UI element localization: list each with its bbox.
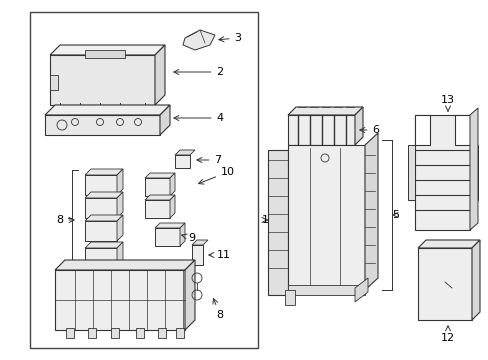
- Polygon shape: [117, 169, 123, 195]
- Polygon shape: [407, 145, 414, 200]
- Polygon shape: [85, 198, 117, 218]
- Polygon shape: [117, 215, 123, 241]
- Polygon shape: [136, 328, 143, 338]
- Polygon shape: [414, 115, 469, 230]
- Text: 11: 11: [208, 250, 230, 260]
- Polygon shape: [55, 260, 195, 270]
- Text: 9: 9: [182, 233, 195, 243]
- Polygon shape: [183, 30, 215, 50]
- Polygon shape: [354, 107, 362, 145]
- Polygon shape: [175, 150, 195, 155]
- Text: 10: 10: [198, 167, 235, 184]
- Polygon shape: [267, 150, 287, 295]
- Polygon shape: [117, 242, 123, 268]
- Polygon shape: [354, 278, 367, 302]
- Polygon shape: [364, 133, 377, 290]
- Polygon shape: [66, 328, 74, 338]
- Text: 6: 6: [359, 125, 379, 135]
- Polygon shape: [176, 328, 183, 338]
- Polygon shape: [285, 290, 294, 305]
- Polygon shape: [469, 108, 477, 230]
- Polygon shape: [88, 328, 96, 338]
- Text: 8: 8: [56, 215, 74, 225]
- Polygon shape: [50, 55, 155, 105]
- Polygon shape: [50, 45, 164, 55]
- Polygon shape: [117, 192, 123, 218]
- Polygon shape: [111, 328, 119, 338]
- Polygon shape: [469, 145, 477, 200]
- Text: 1: 1: [261, 215, 268, 225]
- Text: 2: 2: [174, 67, 223, 77]
- Polygon shape: [417, 240, 479, 248]
- Polygon shape: [85, 50, 125, 58]
- Polygon shape: [45, 115, 160, 135]
- Polygon shape: [85, 192, 123, 198]
- Polygon shape: [192, 245, 203, 265]
- Polygon shape: [417, 248, 471, 320]
- Polygon shape: [287, 115, 354, 145]
- Polygon shape: [145, 173, 175, 178]
- Polygon shape: [287, 145, 364, 290]
- Polygon shape: [145, 200, 170, 218]
- Polygon shape: [55, 270, 184, 330]
- Polygon shape: [85, 248, 117, 268]
- Polygon shape: [85, 175, 117, 195]
- Text: 13: 13: [440, 95, 454, 111]
- Polygon shape: [287, 285, 364, 295]
- Polygon shape: [287, 107, 362, 115]
- Text: 3: 3: [219, 33, 241, 43]
- Polygon shape: [85, 242, 123, 248]
- Polygon shape: [160, 105, 170, 135]
- Polygon shape: [454, 115, 469, 145]
- Text: 12: 12: [440, 326, 454, 343]
- Polygon shape: [155, 228, 180, 246]
- Text: 8: 8: [213, 298, 223, 320]
- Polygon shape: [184, 260, 195, 330]
- Polygon shape: [192, 240, 207, 245]
- Polygon shape: [155, 45, 164, 105]
- Polygon shape: [175, 155, 190, 168]
- Polygon shape: [50, 75, 58, 90]
- Polygon shape: [180, 223, 184, 246]
- Polygon shape: [145, 195, 175, 200]
- Polygon shape: [85, 215, 123, 221]
- Polygon shape: [471, 240, 479, 320]
- Text: 7: 7: [197, 155, 221, 165]
- Polygon shape: [414, 115, 429, 145]
- Polygon shape: [45, 105, 170, 115]
- Polygon shape: [155, 223, 184, 228]
- Polygon shape: [85, 221, 117, 241]
- Text: 5: 5: [392, 210, 399, 220]
- Polygon shape: [170, 195, 175, 218]
- Polygon shape: [158, 328, 165, 338]
- Polygon shape: [85, 169, 123, 175]
- Text: 4: 4: [174, 113, 223, 123]
- Polygon shape: [145, 178, 170, 196]
- Polygon shape: [170, 173, 175, 196]
- Polygon shape: [30, 12, 258, 348]
